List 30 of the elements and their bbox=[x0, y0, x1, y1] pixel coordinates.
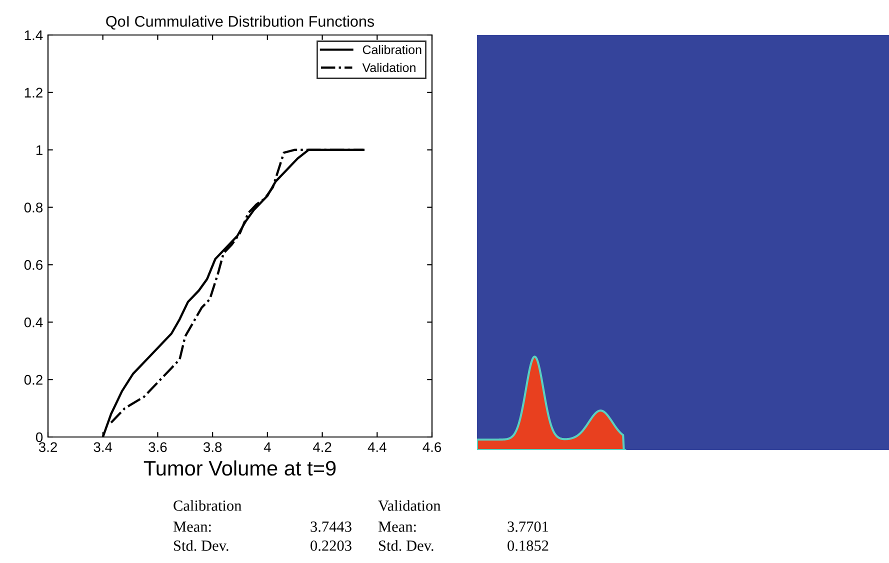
x-tick-label: 4.6 bbox=[422, 442, 442, 452]
text: 0.2203 bbox=[310, 540, 352, 551]
x-tick-label: 3.8 bbox=[203, 442, 222, 452]
chart-title: QoI Cummulative Distribution Functions bbox=[106, 16, 374, 30]
text: Mean: bbox=[378, 522, 416, 532]
x-tick-label: 4 bbox=[264, 442, 271, 452]
x-tick-label: 3.6 bbox=[148, 442, 167, 452]
legend-label: Validation bbox=[362, 62, 416, 72]
x-tick-label: 3.4 bbox=[94, 442, 112, 452]
y-tick-label: 0.8 bbox=[24, 202, 43, 212]
y-tick-label: 1.4 bbox=[24, 30, 43, 40]
x-tick-label: 4.2 bbox=[312, 442, 332, 452]
text: 3.7443 bbox=[310, 522, 352, 532]
x-axis-title: Tumor Volume at t=9 bbox=[144, 460, 336, 476]
y-tick-label: 0.2 bbox=[24, 374, 42, 385]
x-tick-label: 4.4 bbox=[368, 442, 386, 452]
y-tick-label: 0.4 bbox=[24, 317, 43, 328]
y-tick-label: 0 bbox=[36, 432, 43, 442]
y-tick-label: 1 bbox=[36, 145, 42, 155]
y-tick-label: 0.6 bbox=[24, 260, 43, 270]
text: 0.1852 bbox=[508, 540, 548, 551]
text: Std. Dev. bbox=[379, 540, 434, 551]
text: 3.7701 bbox=[508, 522, 548, 532]
text: Std. Dev. bbox=[174, 540, 228, 551]
text: Calibration bbox=[174, 500, 242, 511]
legend-label: Calibration bbox=[362, 45, 422, 54]
text: Validation bbox=[378, 500, 441, 511]
x-tick-label: 3.2 bbox=[38, 442, 57, 452]
y-tick-label: 1.2 bbox=[24, 88, 42, 98]
text: Mean: bbox=[173, 522, 211, 532]
